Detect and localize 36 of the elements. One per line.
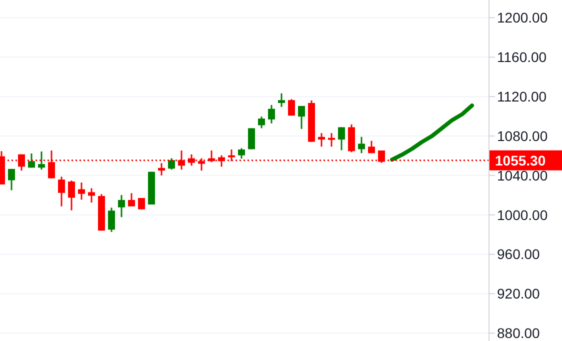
candlestick: [128, 192, 135, 208]
y-tick-label: 960.00: [497, 246, 540, 262]
ref-line-label: 1055.30: [495, 152, 546, 168]
candlestick: [108, 206, 115, 233]
candlestick: [278, 92, 285, 108]
candlestick: [8, 168, 15, 191]
candlestick: [78, 182, 85, 200]
candlestick: [368, 140, 375, 154]
candlestick: [258, 116, 265, 129]
candlestick: [38, 150, 45, 170]
y-tick-label: 1080.00: [497, 128, 548, 144]
line-series: [390, 103, 474, 162]
candlestick: [28, 152, 35, 168]
y-tick-label: 1160.00: [497, 49, 547, 66]
candlestick: [288, 98, 295, 116]
candlestick: [248, 127, 255, 150]
candlestick: [348, 124, 355, 153]
candlestick: [88, 187, 95, 204]
candlestick: [68, 180, 75, 212]
candlestick: [358, 136, 365, 154]
candlestick: [318, 132, 325, 148]
candlestick: [58, 176, 65, 208]
candlestick: [158, 162, 165, 176]
y-tick-label: 1000.00: [497, 206, 548, 223]
y-tick-label: 920.00: [497, 286, 540, 302]
candlestick: [328, 132, 335, 148]
y-tick-label: 1040.00: [497, 167, 548, 184]
candlestick: [118, 194, 125, 218]
y-tick-label: 1200.00: [497, 10, 548, 26]
candlestick: [298, 105, 305, 130]
candlestick: [268, 104, 275, 124]
y-tick-label: 880.00: [497, 325, 540, 341]
candlestick: [238, 147, 245, 160]
candlestick: [338, 126, 345, 151]
candlestick: [168, 158, 175, 170]
y-tick-label: 1120.00: [497, 88, 547, 105]
